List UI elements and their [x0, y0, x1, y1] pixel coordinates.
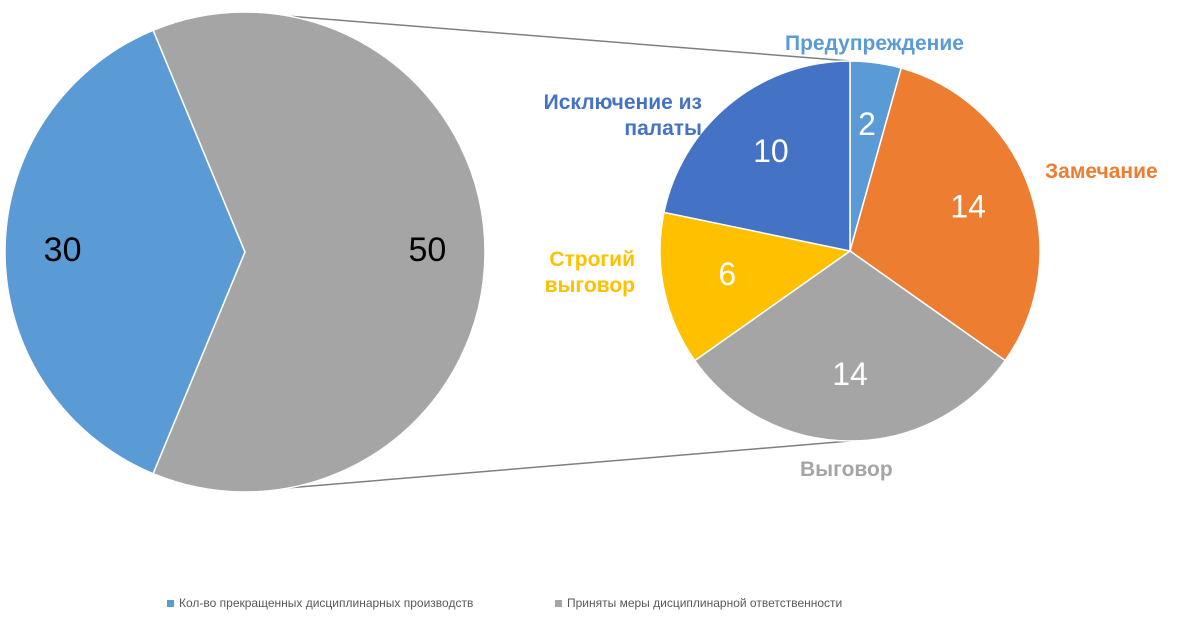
value-label: 10	[753, 133, 789, 169]
legend-label: Приняты меры дисциплинарной ответственно…	[567, 596, 843, 610]
legend-item: Приняты меры дисциплинарной ответственно…	[555, 596, 842, 610]
value-label: 30	[44, 231, 82, 269]
pie-slice	[663, 60, 851, 252]
value-label: 2	[858, 106, 876, 142]
value-label: 6	[718, 256, 736, 292]
value-label: 14	[832, 356, 868, 392]
pie-slice	[659, 211, 852, 362]
value-label: 50	[408, 231, 446, 269]
pie-slice	[4, 29, 246, 475]
legend-item: Кол-во прекращенных дисциплинарных произ…	[167, 596, 473, 610]
value-label: 14	[950, 188, 986, 224]
pie-slice	[693, 250, 1007, 442]
category-label: Исключение из палаты	[543, 91, 702, 140]
connector-line	[286, 15, 851, 62]
legend-swatch	[555, 599, 562, 607]
pie-slice	[849, 67, 1041, 362]
pie-slice	[152, 11, 486, 493]
category-label: Замечание	[1045, 160, 1158, 183]
category-label: Строгий выговор	[544, 248, 635, 297]
connector-line	[286, 440, 851, 489]
category-label: Выговор	[800, 458, 893, 481]
category-label: Предупреждение	[785, 32, 964, 55]
legend-label: Кол-во прекращенных дисциплинарных произ…	[179, 596, 474, 610]
legend-swatch	[167, 599, 174, 607]
